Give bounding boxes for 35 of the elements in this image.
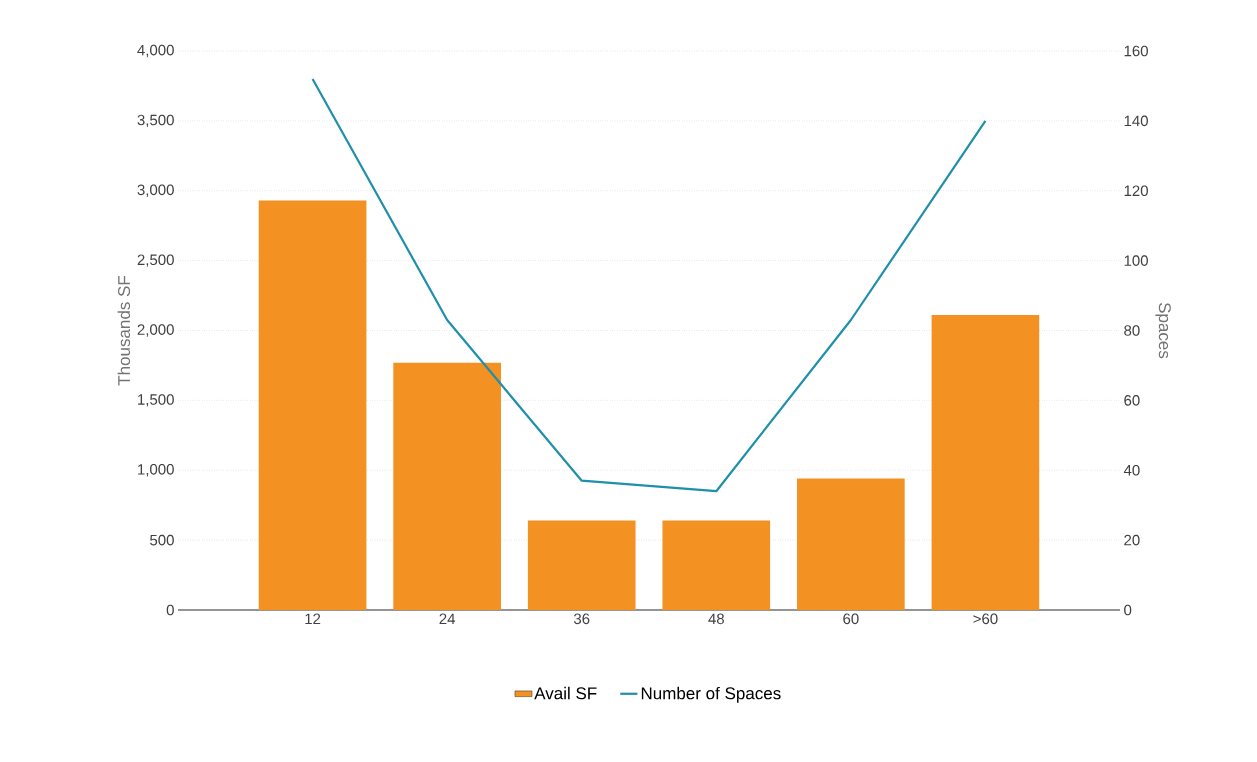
bar [393,362,501,610]
y-tick-label: 3,500 [137,114,174,128]
bar [527,520,636,610]
y-axis-title: Thousands SF [117,275,131,386]
y-tick-label: 3,000 [137,184,174,197]
legend-label: Number of Spaces [641,686,781,703]
y-tick-label: 1,500 [138,394,174,407]
x-tick-label: 24 [439,613,456,624]
x-tick-label: 60 [843,613,859,625]
y-tick-label: 4,000 [137,44,174,58]
y-tick-label: 500 [150,534,174,546]
y2-tick-label: 20 [1124,534,1140,546]
y-tick-label: 0 [166,604,174,616]
bar [797,478,905,610]
line-series [311,77,987,493]
bar [931,315,1040,610]
y2-tick-label: 120 [1124,185,1148,197]
bar [662,520,771,610]
y2-axis-title: Spaces [1155,302,1171,359]
y2-tick-label: 160 [1124,45,1148,57]
y-tick-label: 1,000 [138,464,174,477]
y2-tick-label: 0 [1124,604,1132,616]
y2-tick-label: 140 [1124,115,1148,127]
x-tick-label: 36 [573,613,590,625]
y2-tick-label: 40 [1123,464,1140,476]
x-tick-label: 48 [708,613,724,625]
y-tick-label: 2,000 [137,324,174,337]
y2-tick-label: 80 [1124,325,1140,336]
x-tick-label: 12 [305,613,321,624]
y-tick-label: 2,500 [137,254,174,267]
legend-label: Avail SF [534,686,597,700]
x-tick-label: >60 [973,613,998,625]
y2-tick-label: 100 [1124,255,1148,266]
y2-tick-label: 60 [1124,395,1140,406]
bar [258,200,367,610]
